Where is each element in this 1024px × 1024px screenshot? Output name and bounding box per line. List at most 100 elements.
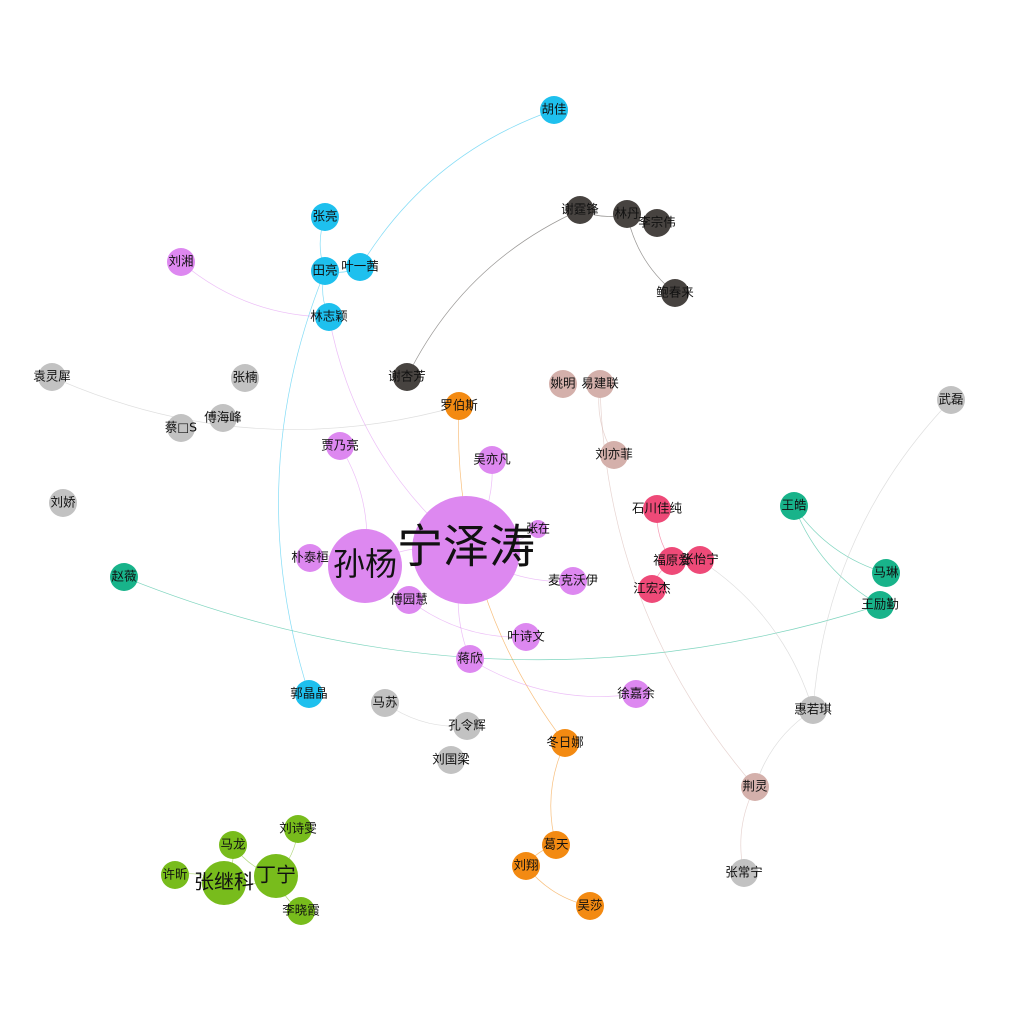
node-yijianlian[interactable] xyxy=(586,370,614,398)
node-zhangchangning[interactable] xyxy=(730,859,758,887)
node-label-linzhiying: 林志颖 xyxy=(310,309,348,324)
node-label-dingning: 丁宁 xyxy=(256,863,296,887)
node-shichuan[interactable] xyxy=(643,495,671,523)
node-label-zhangzai: 张在 xyxy=(526,522,550,536)
node-yaoming[interactable] xyxy=(549,370,577,398)
node-hujia[interactable] xyxy=(540,96,568,124)
edge-liuxiang-linzhiying xyxy=(180,261,330,318)
node-masu[interactable] xyxy=(371,689,399,717)
node-jiananliang[interactable] xyxy=(326,432,354,460)
edge-tianliang-guojingjing xyxy=(278,270,326,695)
node-label-yaoming: 姚明 xyxy=(550,376,575,391)
edge-xietingfeng-xiexingfang xyxy=(406,209,581,378)
node-liushiwen[interactable] xyxy=(284,815,312,843)
node-label-huiruoqi: 惠若琪 xyxy=(794,702,832,717)
node-yuanlingxi[interactable] xyxy=(38,363,66,391)
node-zhaowei[interactable] xyxy=(110,563,138,591)
node-label-lizongwei: 李宗伟 xyxy=(638,215,676,230)
node-label-xuxin: 许昕 xyxy=(162,867,187,882)
node-lixiaoxia[interactable] xyxy=(287,897,315,925)
edge-dongrina-getian xyxy=(550,742,566,846)
node-tianliang[interactable] xyxy=(311,257,339,285)
node-label-caixx: 蔡□S xyxy=(165,420,197,435)
node-baochunlai[interactable] xyxy=(661,279,689,307)
node-zhangnan[interactable] xyxy=(231,364,259,392)
node-label-zhangyining: 张怡宁 xyxy=(681,552,719,567)
node-liuxiang2[interactable] xyxy=(512,852,540,880)
node-xietingfeng[interactable] xyxy=(566,196,594,224)
node-sunyang[interactable] xyxy=(328,529,402,603)
node-konglinghui[interactable] xyxy=(453,712,481,740)
node-dongrina[interactable] xyxy=(551,729,579,757)
node-jingling[interactable] xyxy=(741,773,769,801)
node-liuguoliang[interactable] xyxy=(437,746,465,774)
node-yeyiqian[interactable] xyxy=(346,253,374,281)
node-label-yeyiqian: 叶一茜 xyxy=(341,259,379,274)
node-zhangliang[interactable] xyxy=(311,203,339,231)
node-lindan[interactable] xyxy=(613,200,641,228)
edge-wanghao-malin xyxy=(793,505,887,574)
node-wuyifan[interactable] xyxy=(478,446,506,474)
node-label-zhangliang: 张亮 xyxy=(312,209,337,224)
node-label-jingling: 荆灵 xyxy=(742,779,768,794)
node-yeshiwen[interactable] xyxy=(512,623,540,651)
node-label-jiangxin: 蒋欣 xyxy=(457,651,483,666)
node-fuyuanhui[interactable] xyxy=(395,586,423,614)
node-label-lindan: 林丹 xyxy=(614,206,639,221)
node-liujiao[interactable] xyxy=(49,489,77,517)
node-caixx[interactable] xyxy=(167,414,195,442)
node-wulei[interactable] xyxy=(937,386,965,414)
node-label-fuyuanhui: 傅园慧 xyxy=(390,592,428,607)
node-label-wulei: 武磊 xyxy=(938,392,963,407)
node-label-jiananliang: 贾乃亮 xyxy=(321,438,359,453)
node-maikewoyi[interactable] xyxy=(559,567,587,595)
node-wusha[interactable] xyxy=(576,892,604,920)
node-liuyifei[interactable] xyxy=(600,441,628,469)
node-fuhaifeng[interactable] xyxy=(209,404,237,432)
node-linzhiying[interactable] xyxy=(315,303,343,331)
node-label-fuhaifeng: 傅海峰 xyxy=(204,410,242,425)
node-ningzetao[interactable] xyxy=(412,496,520,604)
node-label-guojingjing: 郭晶晶 xyxy=(290,686,328,701)
node-guojingjing[interactable] xyxy=(295,680,323,708)
node-wanghao[interactable] xyxy=(780,492,808,520)
node-luobosi[interactable] xyxy=(445,392,473,420)
node-fuyuanai[interactable] xyxy=(658,547,686,575)
edge-yijianlian-jingling xyxy=(599,383,756,788)
node-zhangyining[interactable] xyxy=(686,546,714,574)
node-jiangxin[interactable] xyxy=(456,645,484,673)
node-xuxin[interactable] xyxy=(161,861,189,889)
edge-zhaowei-wangliqin xyxy=(123,576,881,661)
node-zhangjike[interactable] xyxy=(202,861,246,905)
node-label-malong: 马龙 xyxy=(220,837,245,852)
node-getian[interactable] xyxy=(542,831,570,859)
node-label-xietingfeng: 谢霆锋 xyxy=(561,202,599,217)
node-zhangzai[interactable] xyxy=(529,520,547,538)
edge-yuanlingxi-luobosi xyxy=(51,376,460,430)
node-dingning[interactable] xyxy=(254,854,298,898)
node-label-wanghao: 王皓 xyxy=(781,498,806,513)
node-label-liuyifei: 刘亦菲 xyxy=(595,447,633,462)
node-malin[interactable] xyxy=(872,559,900,587)
node-liuxiang[interactable] xyxy=(167,248,195,276)
node-malong[interactable] xyxy=(219,831,247,859)
node-xiexingfang[interactable] xyxy=(393,363,421,391)
node-label-xiexingfang: 谢杏芳 xyxy=(388,369,426,384)
node-jianghongjie[interactable] xyxy=(638,575,666,603)
node-label-tianliang: 田亮 xyxy=(312,263,337,278)
node-piaotaihuan[interactable] xyxy=(296,544,324,572)
node-label-baochunlai: 鲍春来 xyxy=(656,285,694,300)
node-huiruoqi[interactable] xyxy=(799,696,827,724)
node-label-wangliqin: 王励勤 xyxy=(861,597,899,612)
node-label-getian: 葛天 xyxy=(543,837,569,852)
node-label-sunyang: 孙杨 xyxy=(333,545,397,583)
node-lizongwei[interactable] xyxy=(643,209,671,237)
node-label-shichuan: 石川佳纯 xyxy=(632,501,683,516)
node-label-liushiwen: 刘诗雯 xyxy=(279,821,317,836)
node-label-luobosi: 罗伯斯 xyxy=(440,398,478,413)
node-wangliqin[interactable] xyxy=(866,591,894,619)
edge-huiruoqi-zhangyining xyxy=(699,559,814,711)
node-xujiayu[interactable] xyxy=(622,680,650,708)
